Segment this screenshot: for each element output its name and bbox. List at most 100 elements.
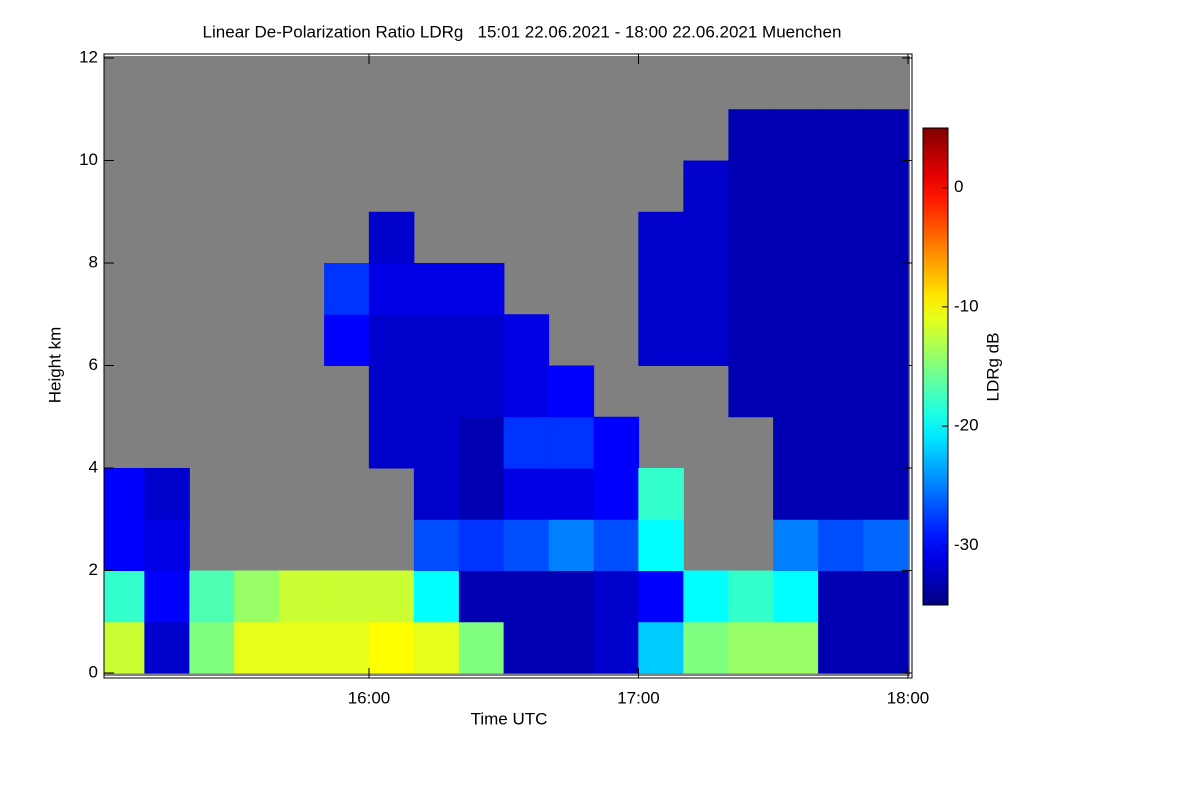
heatmap-cell: [728, 621, 774, 674]
heatmap-cell: [458, 621, 505, 674]
heatmap-cell: [773, 570, 819, 623]
heatmap-cell: [368, 263, 415, 315]
heatmap-cell: [144, 519, 190, 571]
heatmap-cell: [818, 365, 864, 418]
heatmap-cell: [458, 570, 505, 623]
heatmap-cell: [593, 519, 640, 571]
heatmap-cell: [279, 621, 325, 674]
heatmap-cell: [413, 314, 460, 366]
heatmap-cell: [818, 621, 864, 674]
y-tick-label: 4: [89, 457, 98, 476]
heatmap-cell: [503, 519, 550, 571]
heatmap-cell: [638, 621, 684, 674]
heatmap-cell: [773, 263, 819, 315]
heatmap-cell: [638, 263, 684, 315]
heatmap-cell: [503, 416, 550, 469]
heatmap-cell: [863, 519, 909, 571]
heatmap-cell: [104, 570, 145, 623]
heatmap-cell: [773, 211, 819, 264]
heatmap-cell: [638, 570, 684, 623]
heatmap-cell: [324, 570, 370, 623]
heatmap-cell: [683, 621, 729, 674]
heatmap-cell: [548, 365, 595, 418]
heatmap-cell: [368, 570, 415, 623]
heatmap-cell: [863, 570, 909, 623]
heatmap-cell: [773, 621, 819, 674]
heatmap-cell: [503, 314, 550, 366]
y-tick-label: 6: [89, 355, 98, 374]
heatmap-cell: [413, 621, 460, 674]
heatmap-cell: [413, 416, 460, 469]
heatmap-cell: [548, 416, 595, 469]
heatmap-cell: [863, 109, 909, 161]
heatmap-cell: [728, 314, 774, 366]
heatmap-cell: [818, 263, 864, 315]
heatmap-cell: [279, 570, 325, 623]
x-tick-label: 18:00: [887, 688, 930, 707]
heatmap-cell: [683, 570, 729, 623]
colorbar-tick-label: 0: [954, 177, 963, 196]
y-tick-label: 12: [79, 47, 98, 66]
heatmap-cell: [593, 416, 640, 469]
heatmap-cell: [458, 468, 505, 520]
heatmap-cell: [728, 570, 774, 623]
heatmap-cell: [458, 314, 505, 366]
heatmap-cell: [368, 621, 415, 674]
heatmap-cell: [324, 621, 370, 674]
colorbar-label: LDRg dB: [983, 333, 1002, 402]
heatmap-cell: [863, 416, 909, 469]
heatmap-cell: [818, 211, 864, 264]
heatmap-cell: [863, 160, 909, 213]
heatmap-cell: [593, 570, 640, 623]
heatmap-cell: [413, 519, 460, 571]
heatmap-cell: [638, 211, 684, 264]
colorbar-tick-label: -10: [954, 296, 979, 315]
heatmap-cell: [773, 109, 819, 161]
heatmap-cell: [593, 621, 640, 674]
heatmap-cell: [503, 365, 550, 418]
heatmap-cell: [324, 263, 370, 315]
heatmap-cell: [104, 519, 145, 571]
heatmap-cell: [368, 365, 415, 418]
heatmap-cell: [773, 519, 819, 571]
heatmap-cell: [863, 365, 909, 418]
x-axis-label: Time UTC: [471, 709, 548, 728]
x-tick-label: 17:00: [617, 688, 660, 707]
heatmap-cell: [144, 621, 190, 674]
heatmap-cell: [863, 263, 909, 315]
heatmap-cell: [818, 468, 864, 520]
heatmap-cell: [818, 314, 864, 366]
axes: 16:00 17:00 18:00 0 2 4 6 8 10 12 0 -10 -20 -30: [79, 47, 979, 707]
heatmap-cell: [773, 314, 819, 366]
heatmap-cell: [728, 211, 774, 264]
heatmap-cell: [728, 263, 774, 315]
heatmap-cell: [818, 416, 864, 469]
heatmap-cell: [818, 109, 864, 161]
heatmap-cell: [413, 468, 460, 520]
heatmap-cell: [863, 314, 909, 366]
heatmap-cell: [728, 109, 774, 161]
heatmap-cell: [548, 519, 595, 571]
x-tick-label: 16:00: [348, 688, 391, 707]
heatmap-cell: [638, 519, 684, 571]
y-tick-label: 8: [89, 252, 98, 271]
heatmap-cell: [728, 365, 774, 418]
heatmap-cell: [683, 211, 729, 264]
heatmap-cell: [548, 570, 595, 623]
heatmap-cell: [728, 160, 774, 213]
heatmap-cell: [104, 621, 145, 674]
heatmap-cell: [413, 365, 460, 418]
heatmap-cell: [104, 468, 145, 520]
heatmap-cell: [458, 519, 505, 571]
heatmap-cell: [863, 211, 909, 264]
heatmap-cell: [548, 621, 595, 674]
heatmap-cell: [863, 468, 909, 520]
heatmap-cell: [548, 468, 595, 520]
heatmap-cell: [324, 314, 370, 366]
heatmap-cell: [503, 621, 550, 674]
heatmap-cell: [368, 314, 415, 366]
y-tick-label: 0: [89, 662, 98, 681]
heatmap-cell: [638, 314, 684, 366]
heatmap-cell: [413, 570, 460, 623]
